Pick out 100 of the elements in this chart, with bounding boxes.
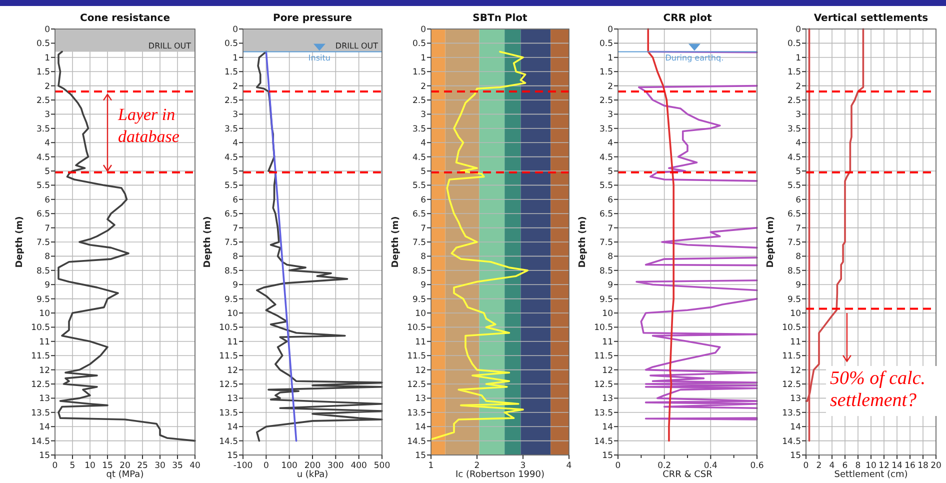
y-tick-label: 0.5 [599,39,613,50]
x-tick-label: 20 [120,461,130,471]
y-tick-label: 8 [232,252,238,262]
x-tick-label: 0 [263,461,269,471]
y-tick-label: 13 [790,394,801,404]
y-tick-label: 11.5 [782,352,801,362]
y-tick-label: 0 [232,25,238,35]
y-tick-label: 10 [39,309,50,319]
y-tick-label: 4.5 [599,152,613,163]
y-tick-label: 10 [227,309,238,319]
y-tick-label: 14.5 [782,436,801,447]
y-tick-label: 6 [420,195,426,206]
y-tick-label: 3 [44,110,50,120]
y-tick-label: 3.5 [36,124,50,134]
y-tick-label: 9 [232,280,238,291]
y-tick-label: 8 [420,252,426,262]
y-tick-label: 4 [608,138,613,149]
y-tick-label: 0 [420,25,426,35]
x-tick-label: 15 [102,461,113,471]
y-tick-label: 0.5 [224,39,238,50]
y-tick-label: 3 [796,110,801,120]
y-tick-label: 5.5 [787,181,801,192]
y-tick-label: 5.5 [224,181,238,192]
y-tick-label: 13 [415,394,426,404]
y-tick-label: 13.5 [594,408,613,418]
y-tick-label: 7.5 [599,238,613,248]
x-tick-label: 2 [474,461,480,471]
y-tick-label: 4.5 [36,152,50,163]
line-series [644,256,758,266]
y-axis-title: Depth (m) [203,216,213,268]
y-tick-label: 11.5 [594,352,613,362]
y-tick-label: 8.5 [412,266,426,276]
x-tick-label: 400 [350,461,367,471]
x-axis-title: Settlement (cm) [834,470,908,480]
line-series [58,50,196,442]
y-tick-label: 9 [796,280,801,291]
y-tick-label: 2.5 [787,96,801,106]
y-tick-label: 2.5 [36,96,50,106]
y-tick-label: 12 [415,366,426,376]
y-tick-label: 0 [796,25,801,35]
y-tick-label: 5 [420,167,426,177]
y-tick-label: 9 [44,280,50,291]
y-tick-label: 8.5 [787,266,801,276]
y-tick-label: 3 [232,110,238,120]
x-tick-label: 500 [374,461,390,471]
y-tick-label: 11 [39,337,50,348]
chart-title: Vertical settlements [814,13,928,24]
y-tick-label: 2 [44,82,50,92]
y-tick-label: 14.5 [219,436,238,447]
y-tick-label: 9.5 [599,294,613,305]
y-tick-label: 2 [608,82,613,92]
band-label: DRILL OUT [335,42,378,51]
y-tick-label: 11.5 [407,352,426,362]
y-tick-label: 0.5 [36,39,50,50]
x-tick-label: 6 [842,461,848,471]
y-tick-label: 7.5 [224,238,238,248]
y-tick-label: 1 [608,53,613,64]
y-tick-label: 14 [790,422,801,433]
y-tick-label: 0 [608,25,613,35]
y-tick-label: 10 [415,309,426,319]
x-tick-label: 40 [190,461,200,471]
chart-title: CRR plot [663,13,712,24]
y-tick-label: 3.5 [224,124,238,134]
y-tick-label: 5.5 [36,181,50,192]
y-tick-label: 10.5 [31,323,50,334]
y-tick-label: 6.5 [224,210,238,220]
y-tick-label: 4 [44,138,50,149]
y-tick-label: 9.5 [787,294,801,305]
y-tick-label: 10.5 [219,323,238,334]
y-tick-label: 9.5 [412,294,426,305]
x-tick-label: 0.6 [750,461,764,471]
x-tick-label: 18 [918,461,928,471]
x-tick-label: 0.4 [704,461,718,471]
y-tick-label: 4 [796,138,801,149]
y-tick-label: 3.5 [412,124,426,134]
y-tick-label: 14 [39,422,50,433]
y-tick-label: 6 [44,195,50,206]
y-tick-label: 7 [796,224,801,234]
y-axis-title: Depth (m) [578,216,588,268]
band-label: DRILL OUT [148,42,192,51]
y-tick-label: 12 [227,366,238,376]
y-tick-label: 4.5 [412,152,426,163]
y-tick-label: 4.5 [224,152,238,163]
y-tick-label: 1 [420,53,426,64]
y-tick-label: 7 [232,224,238,234]
x-tick-label: 0 [803,461,809,471]
y-tick-label: 1 [232,53,238,64]
y-tick-label: 2.5 [599,96,613,106]
y-tick-label: 0.5 [787,39,801,50]
y-tick-label: 12.5 [407,380,426,390]
x-tick-label: 35 [172,461,183,471]
y-tick-label: 9 [608,280,613,291]
y-axis-title: Depth (m) [766,216,776,268]
line-series [638,84,758,182]
y-tick-label: 6.5 [412,210,426,220]
y-tick-label: 8 [608,252,613,262]
line-series [661,226,758,249]
y-tick-label: 15 [227,451,238,461]
x-axis-title: Ic (Robertson 1990) [456,470,544,480]
x-tick-label: 4 [829,461,835,471]
